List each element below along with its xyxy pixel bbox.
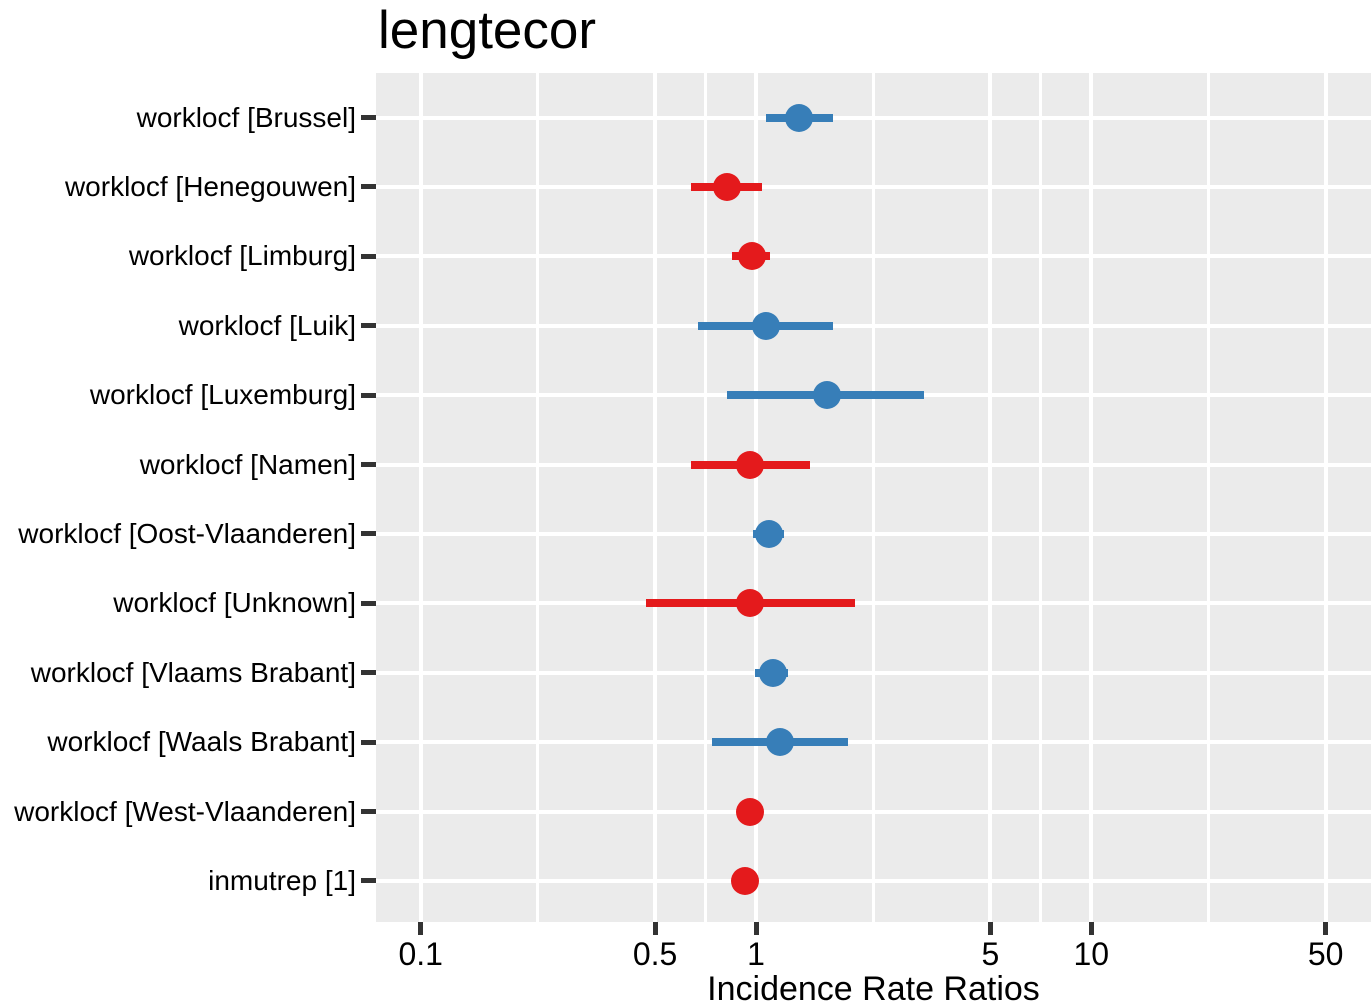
gridline-minor-vertical: [1206, 73, 1210, 922]
y-axis-label: worklocf [Luxemburg]: [89, 379, 356, 411]
y-axis-label: worklocf [West-Vlaanderen]: [14, 795, 356, 827]
gridline-major-horizontal: [376, 462, 1371, 467]
estimate-point: [758, 658, 787, 687]
gridline-minor-vertical: [704, 73, 708, 922]
x-axis-tick-mark: [1323, 922, 1329, 935]
estimate-point: [754, 519, 783, 548]
gridline-minor-vertical: [871, 73, 875, 922]
x-axis-tick-label: 5: [981, 936, 1000, 972]
x-axis-tick-label: 0.1: [398, 936, 443, 972]
estimate-point: [736, 450, 765, 479]
gridline-major-horizontal: [376, 323, 1371, 328]
x-axis-tick-labels: 0.1 0.5 1 5 10 50: [376, 936, 1371, 974]
y-axis-label: worklocf [Unknown]: [113, 587, 356, 619]
estimate-point: [736, 589, 765, 618]
y-axis-tick-mark: [361, 115, 376, 120]
gridline-major-horizontal: [376, 601, 1371, 606]
gridline-minor-vertical: [536, 73, 540, 922]
estimate-point: [766, 728, 795, 757]
estimate-point: [813, 381, 842, 410]
gridline-major-vertical: [418, 73, 423, 922]
estimate-point: [731, 866, 760, 895]
y-axis-label: worklocf [Limburg]: [128, 240, 356, 272]
x-axis-tick-label: 1: [747, 936, 765, 972]
y-axis-tick-mark: [361, 462, 376, 467]
x-axis-tick-mark: [753, 922, 759, 935]
y-axis-label: inmutrep [1]: [208, 864, 356, 896]
y-axis-tick-mark: [361, 323, 376, 329]
y-axis-label: worklocf [Brussel]: [136, 101, 356, 133]
x-axis-tick-mark: [652, 922, 658, 935]
gridline-major-horizontal: [376, 670, 1371, 675]
estimate-point: [737, 242, 766, 271]
estimate-point: [784, 103, 813, 132]
x-axis-tick-label: 50: [1307, 936, 1344, 972]
y-axis-label: worklocf [Vlaams Brabant]: [30, 656, 356, 688]
estimate-point: [736, 797, 765, 826]
estimate-point: [713, 172, 742, 201]
gridline-major-vertical: [1323, 73, 1328, 922]
y-axis-label: worklocf [Oost-Vlaanderen]: [18, 517, 356, 549]
y-axis-tick-mark: [361, 253, 376, 259]
plot-panel: [376, 73, 1371, 922]
y-axis-label: worklocf [Namen]: [139, 448, 356, 480]
x-axis-ticks: [376, 922, 1371, 936]
y-axis-tick-mark: [361, 531, 376, 537]
gridline-major-vertical: [988, 73, 993, 922]
gridline-major-horizontal: [376, 115, 1371, 120]
y-axis-label: worklocf [Henegouwen]: [64, 170, 356, 202]
x-axis-tick-mark: [418, 922, 424, 935]
y-axis-tick-mark: [361, 184, 376, 190]
gridline-major-vertical: [754, 73, 758, 922]
gridline-major-horizontal: [376, 531, 1371, 536]
y-axis-tick-mark: [361, 809, 376, 814]
gridline-major-horizontal: [376, 809, 1371, 814]
y-axis-ticks: [361, 73, 376, 922]
y-axis-tick-mark: [361, 878, 376, 884]
gridline-major-horizontal: [376, 254, 1371, 259]
x-axis-tick-label: 10: [1073, 936, 1110, 972]
x-axis-tick-mark: [987, 922, 993, 935]
y-axis-label: worklocf [Luik]: [178, 309, 356, 341]
gridline-major-vertical: [653, 73, 658, 922]
gridline-minor-vertical: [1039, 73, 1043, 922]
x-axis-tick-mark: [1088, 922, 1094, 935]
y-axis-label: worklocf [Waals Brabant]: [47, 726, 356, 758]
estimate-point: [751, 311, 780, 340]
x-axis-title: Incidence Rate Ratios: [707, 970, 1040, 1008]
y-axis-tick-mark: [361, 670, 376, 676]
y-axis-tick-mark: [361, 600, 376, 606]
gridline-major-vertical: [1089, 73, 1094, 922]
y-axis-tick-mark: [361, 392, 376, 398]
y-axis-labels: worklocf [Brussel] worklocf [Henegouwen] w…: [0, 73, 356, 922]
y-axis-tick-mark: [361, 739, 376, 745]
gridline-major-horizontal: [376, 740, 1371, 745]
gridline-major-horizontal: [376, 878, 1371, 883]
plot-title: lengtecor: [378, 1, 597, 60]
gridline-major-horizontal: [376, 184, 1371, 189]
x-axis-tick-label: 0.5: [632, 936, 678, 972]
